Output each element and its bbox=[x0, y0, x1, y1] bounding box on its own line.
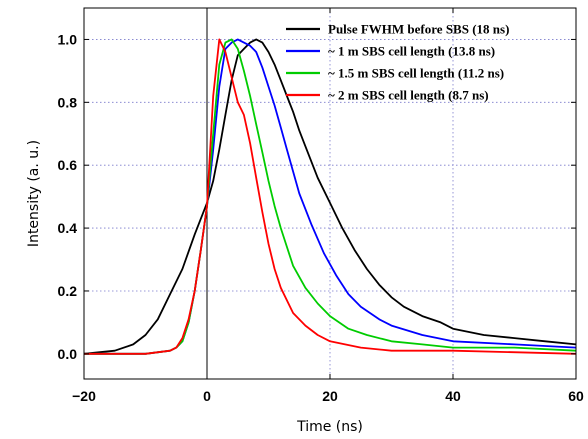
x-axis-label: Time (ns) bbox=[296, 419, 363, 435]
y-tick-label: 0.2 bbox=[58, 283, 78, 299]
grid-lines bbox=[84, 8, 576, 379]
y-tick-label: 1.0 bbox=[58, 31, 78, 47]
legend-label-2: ~ 1.5 m SBS cell length (11.2 ns) bbox=[328, 66, 504, 81]
x-tick-label: 0 bbox=[203, 388, 211, 404]
y-axis-label: Intensity (a. u.) bbox=[26, 140, 42, 247]
legend-label-3: ~ 2 m SBS cell length (8.7 ns) bbox=[328, 88, 489, 103]
y-tick-label: 0.4 bbox=[58, 220, 78, 236]
series-line-0 bbox=[83, 38, 577, 355]
y-tick-label: 0.0 bbox=[58, 346, 78, 362]
legend-label-1: ~ 1 m SBS cell length (13.8 ns) bbox=[328, 44, 495, 59]
axis-ticks: −20 0 20 40 60 0.0 0.2 0.4 0.6 0.8 1.0 bbox=[58, 8, 584, 404]
x-tick-label: −20 bbox=[72, 388, 96, 404]
series-line-3 bbox=[84, 38, 577, 355]
x-tick-label: 20 bbox=[322, 388, 338, 404]
data-series bbox=[83, 38, 577, 355]
y-tick-label: 0.8 bbox=[58, 94, 78, 110]
x-tick-label: 60 bbox=[568, 388, 584, 404]
legend: Pulse FWHM before SBS (18 ns) ~ 1 m SBS c… bbox=[286, 22, 509, 103]
y-tick-label: 0.6 bbox=[58, 157, 78, 173]
legend-label-0: Pulse FWHM before SBS (18 ns) bbox=[328, 22, 509, 37]
x-tick-label: 40 bbox=[445, 388, 461, 404]
